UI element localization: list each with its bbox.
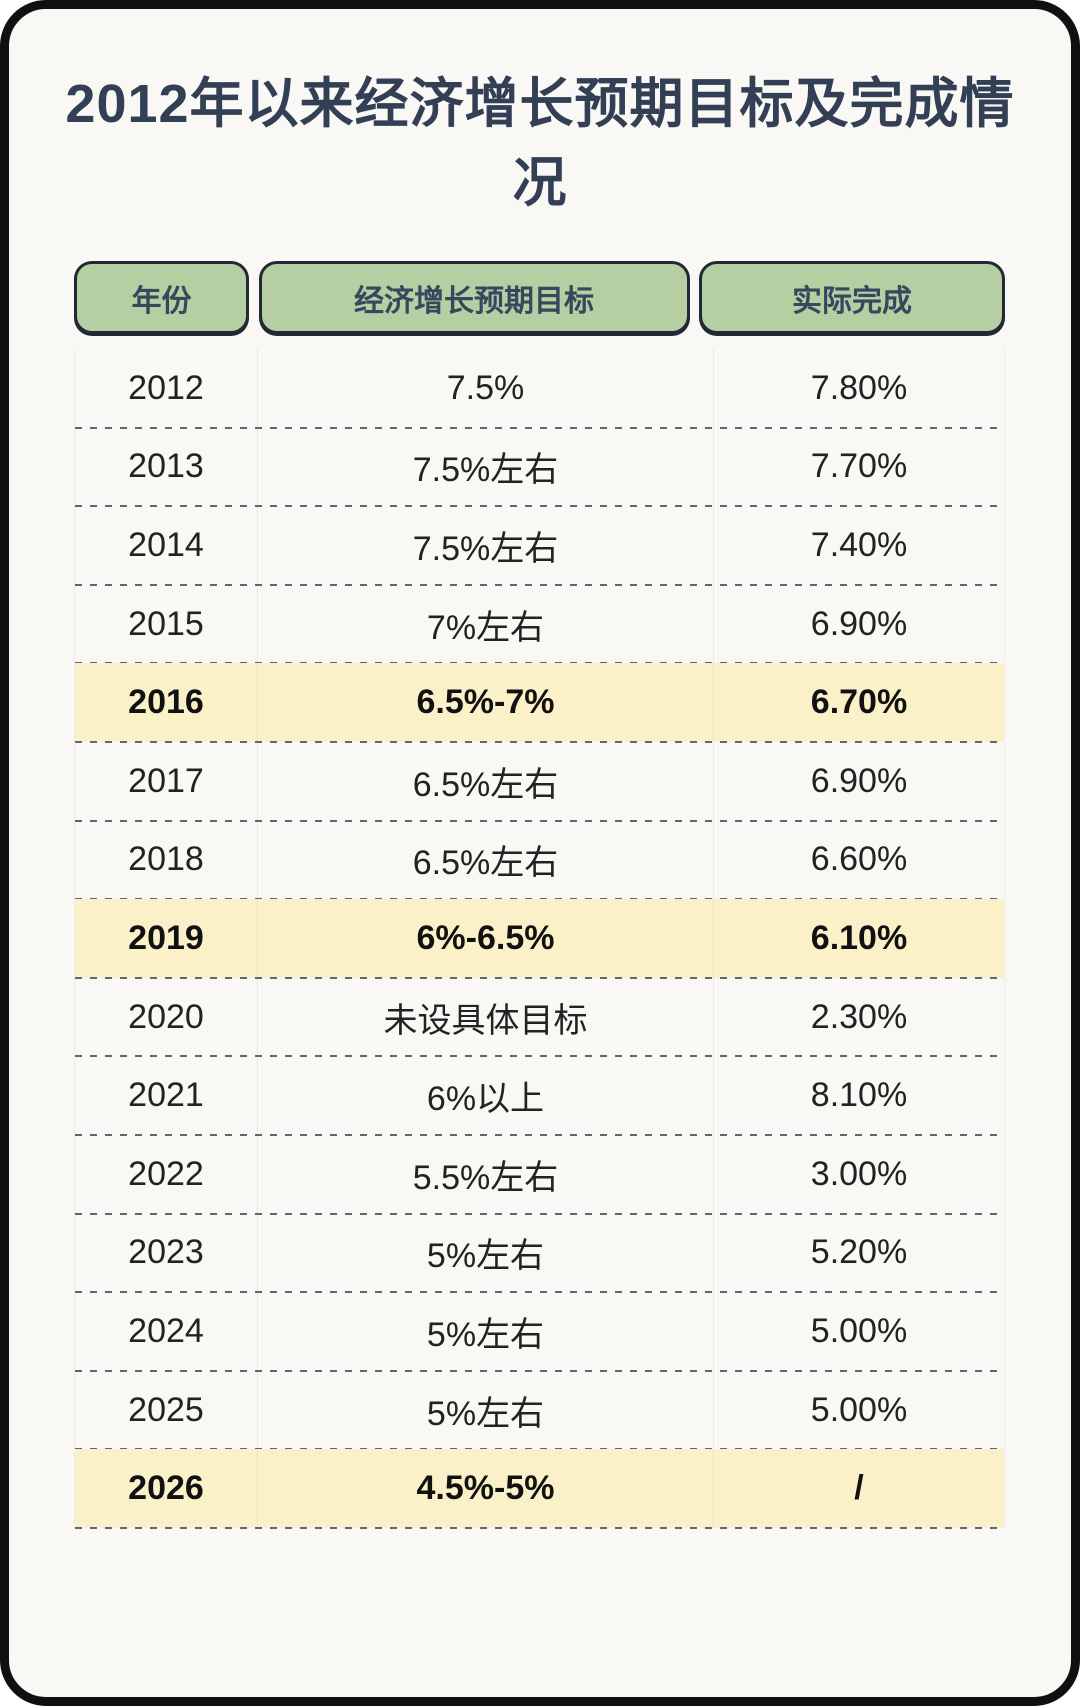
target-cell: 6%以上 — [257, 1056, 713, 1135]
target-cell: 7.5%左右 — [257, 427, 713, 507]
year-cell: 2019 — [128, 918, 204, 957]
table-row: 2014 7.5%左右 7.40% — [75, 506, 1004, 586]
table-row: 2016 6.5%-7% 6.70% — [75, 663, 1004, 743]
table-row: 2022 5.5%左右 3.00% — [75, 1134, 1004, 1215]
actual-cell: 5.00% — [713, 1370, 1004, 1450]
target-cell: 7.5%左右 — [257, 506, 713, 585]
table-row: 2015 7%左右 6.90% — [75, 584, 1004, 664]
table-row: 2021 6%以上 8.10% — [75, 1056, 1004, 1136]
target-cell: 5%左右 — [257, 1370, 713, 1450]
year-cell: 2020 — [128, 997, 204, 1036]
actual-cell: 3.00% — [713, 1134, 1004, 1214]
table-row: 2020 未设具体目标 2.30% — [75, 977, 1004, 1057]
table-header: 年份 经济增长预期目标 实际完成 — [74, 261, 1005, 334]
target-cell: 5%左右 — [257, 1292, 713, 1371]
year-cell: 2025 — [128, 1390, 204, 1429]
table-body: 2012 7.5% 7.80% 2013 7.5%左右 7.70% 2014 7… — [74, 349, 1005, 1529]
actual-cell: 5.20% — [713, 1213, 1004, 1293]
header-cell-actual: 实际完成 — [699, 261, 1005, 334]
actual-cell: 6.10% — [713, 899, 1004, 978]
header-cell-year: 年份 — [74, 261, 249, 334]
actual-cell: 7.40% — [713, 506, 1004, 585]
table-row: 2017 6.5%左右 6.90% — [75, 741, 1004, 822]
brand-logo-text: 玉渊谭天 — [811, 1702, 1063, 1706]
table-row: 2013 7.5%左右 7.70% — [75, 427, 1004, 507]
actual-cell: 6.70% — [713, 663, 1004, 742]
year-cell: 2012 — [128, 368, 204, 407]
year-cell: 2015 — [128, 604, 204, 643]
target-cell: 6.5%左右 — [257, 820, 713, 900]
target-cell: 7.5% — [257, 349, 713, 428]
target-cell: 5.5%左右 — [257, 1134, 713, 1214]
table-row: 2019 6%-6.5% 6.10% — [75, 899, 1004, 979]
target-cell: 6.5%-7% — [257, 663, 713, 742]
target-cell: 6.5%左右 — [257, 741, 713, 821]
table-row: 2023 5%左右 5.20% — [75, 1213, 1004, 1293]
target-cell: 6%-6.5% — [257, 899, 713, 978]
table-row: 2018 6.5%左右 6.60% — [75, 820, 1004, 900]
actual-cell: 7.80% — [713, 349, 1004, 428]
table-row: 2026 4.5%-5% / — [75, 1449, 1004, 1529]
header-cell-target: 经济增长预期目标 — [258, 261, 690, 334]
actual-cell: 8.10% — [713, 1056, 1004, 1135]
actual-cell: / — [713, 1449, 1004, 1528]
year-cell: 2018 — [128, 840, 204, 879]
year-cell: 2013 — [128, 447, 204, 486]
target-cell: 7%左右 — [257, 584, 713, 664]
target-cell: 4.5%-5% — [257, 1449, 713, 1528]
year-cell: 2022 — [128, 1154, 204, 1193]
year-cell: 2023 — [128, 1233, 204, 1272]
actual-cell: 7.70% — [713, 427, 1004, 507]
actual-cell: 6.90% — [713, 741, 1004, 821]
page-title: 2012年以来经济增长预期目标及完成情况 — [65, 74, 1015, 213]
year-cell: 2014 — [128, 525, 204, 564]
year-cell: 2017 — [128, 761, 204, 800]
year-cell: 2026 — [128, 1469, 204, 1508]
year-cell: 2021 — [128, 1076, 204, 1115]
table-row: 2012 7.5% 7.80% — [75, 349, 1004, 429]
year-cell: 2024 — [128, 1311, 204, 1350]
table-row: 2024 5%左右 5.00% — [75, 1292, 1004, 1372]
year-cell: 2016 — [128, 683, 204, 722]
actual-cell: 5.00% — [713, 1292, 1004, 1371]
target-cell: 5%左右 — [257, 1213, 713, 1293]
actual-cell: 6.60% — [713, 820, 1004, 900]
target-cell: 未设具体目标 — [257, 977, 713, 1057]
actual-cell: 2.30% — [713, 977, 1004, 1057]
actual-cell: 6.90% — [713, 584, 1004, 664]
table-row: 2025 5%左右 5.00% — [75, 1370, 1004, 1450]
